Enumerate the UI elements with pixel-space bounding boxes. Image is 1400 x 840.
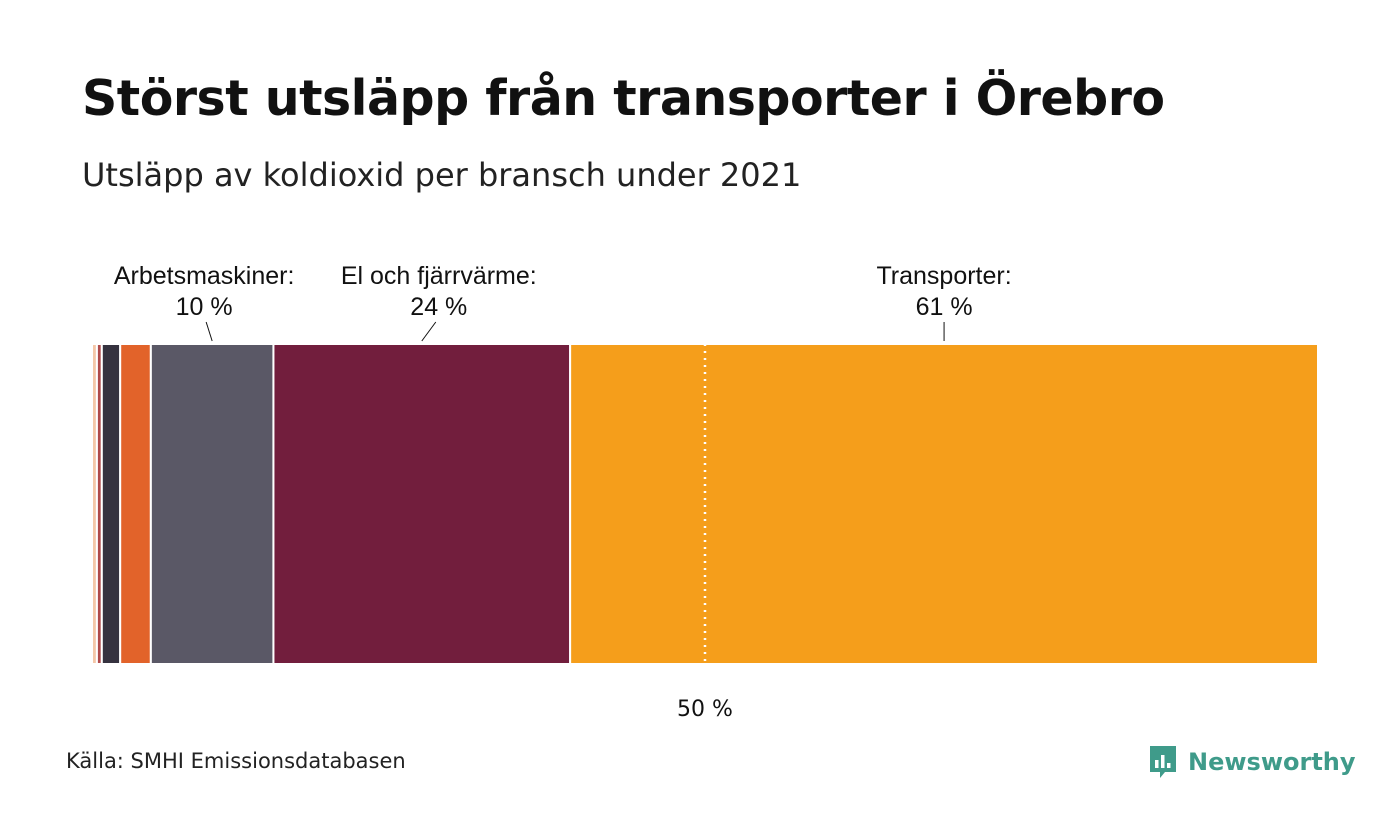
bar-segment [100, 343, 122, 665]
leader-line [421, 321, 437, 342]
segment-label: El och fjärrvärme: [341, 262, 537, 290]
bar-segment [569, 343, 1319, 665]
segment-value-label: 24 % [410, 293, 467, 321]
chart-subtitle: Utsläpp av koldioxid per bransch under 2… [82, 156, 802, 194]
reference-label: 50 % [677, 697, 733, 722]
bar-segment [149, 343, 275, 665]
chart-title: Störst utsläpp från transporter i Örebro [82, 70, 1165, 127]
newsworthy-icon [1150, 746, 1176, 778]
segment-value-label: 61 % [916, 293, 973, 321]
leader-line [205, 321, 213, 342]
segment-value-label: 10 % [176, 293, 233, 321]
brand-logo: Newsworthy [1148, 742, 1356, 782]
brand-name: Newsworthy [1188, 748, 1356, 776]
segment-label: Transporter: [876, 262, 1011, 290]
source-note: Källa: SMHI Emissionsdatabasen [66, 749, 406, 773]
bar-segment [272, 343, 572, 665]
segment-label: Arbetsmaskiner: [114, 262, 295, 290]
bar-segment [119, 343, 152, 665]
